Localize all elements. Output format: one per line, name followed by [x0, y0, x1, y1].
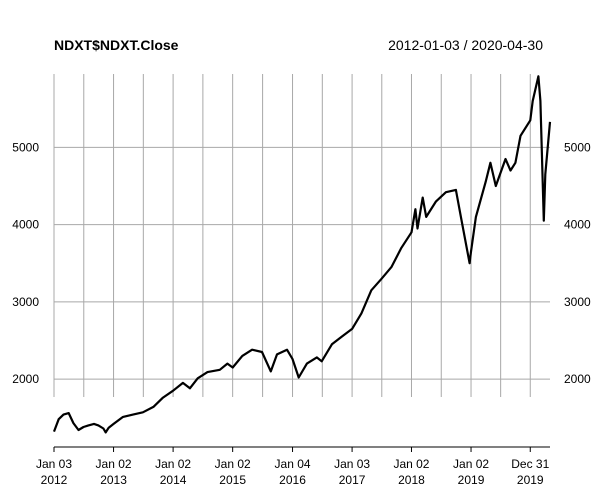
y-tick-label-left: 3000 — [12, 295, 39, 309]
y-tick-label-right: 2000 — [564, 372, 591, 386]
x-tick-label: Jan 04 — [275, 457, 311, 471]
x-tick-year-label: 2019 — [517, 473, 544, 487]
x-tick-year-label: 2014 — [160, 473, 187, 487]
x-tick-label: Jan 02 — [393, 457, 429, 471]
y-tick-label-right: 4000 — [564, 218, 591, 232]
x-tick-year-label: 2016 — [279, 473, 306, 487]
chart-title: NDXT$NDXT.Close — [54, 37, 179, 53]
y-tick-label-left: 5000 — [12, 140, 39, 154]
x-tick-label: Jan 02 — [96, 457, 132, 471]
series-layer — [52, 75, 552, 434]
x-tick-label: Jan 02 — [453, 457, 489, 471]
x-tick-year-label: 2019 — [458, 473, 485, 487]
axis-layer: 2000 2000 3000 3000 4000 4000 5000 5000 Jan 03 20… — [12, 140, 591, 487]
date-range-label: 2012-01-03 / 2020-04-30 — [388, 37, 543, 53]
x-tick-year-label: 2013 — [100, 473, 127, 487]
y-tick-label-left: 2000 — [12, 372, 39, 386]
grid-layer — [53, 74, 550, 397]
x-tick-year-label: 2012 — [41, 473, 68, 487]
x-tick-label: Jan 03 — [334, 457, 370, 471]
x-tick-year-label: 2017 — [339, 473, 366, 487]
x-tick-year-label: 2015 — [219, 473, 246, 487]
x-tick-label: Jan 03 — [36, 457, 72, 471]
y-tick-label-left: 4000 — [12, 218, 39, 232]
x-tick-label: Dec 31 — [511, 457, 549, 471]
x-tick-year-label: 2018 — [398, 473, 425, 487]
x-tick-label: Jan 02 — [155, 457, 191, 471]
y-tick-label-right: 3000 — [564, 295, 591, 309]
series-line — [52, 75, 552, 434]
x-tick-label: Jan 02 — [215, 457, 251, 471]
y-tick-label-right: 5000 — [564, 140, 591, 154]
